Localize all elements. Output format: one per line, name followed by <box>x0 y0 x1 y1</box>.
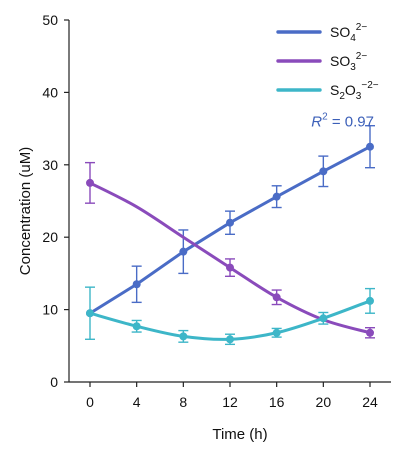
data-point <box>179 332 188 341</box>
x-tick-label: 20 <box>316 394 332 410</box>
series-line <box>88 181 372 335</box>
legend: SO42− SO32− S2O3−2− <box>276 22 379 102</box>
y-axis-title: Concentration (uM) <box>17 147 34 275</box>
x-tick-label: 8 <box>179 394 187 410</box>
data-point <box>132 322 141 331</box>
x-tick-label: 16 <box>269 394 285 410</box>
data-point <box>272 328 281 337</box>
series-1 <box>86 125 375 318</box>
series-layer <box>85 125 375 346</box>
legend-item-3: S2O3−2− <box>276 80 379 102</box>
y-tick-label: 30 <box>42 157 58 173</box>
x-tick-label: 4 <box>133 394 141 410</box>
legend-label: SO32− <box>330 51 367 73</box>
data-point <box>226 218 234 227</box>
y-tick-label: 0 <box>50 374 58 390</box>
data-point <box>179 247 188 256</box>
series-3 <box>85 286 375 346</box>
x-tick-label: 12 <box>222 394 238 410</box>
data-point <box>272 192 281 201</box>
data-point <box>366 142 374 151</box>
data-point <box>226 263 234 272</box>
data-point <box>319 314 328 323</box>
data-point <box>86 178 94 187</box>
legend-label: SO42− <box>330 22 367 44</box>
r-squared-annotation: R2 = 0.97 <box>311 112 374 131</box>
data-point <box>86 309 94 318</box>
x-axis-title: Time (h) <box>212 426 267 443</box>
y-tick-label: 40 <box>42 84 58 100</box>
data-point <box>132 280 141 289</box>
data-point <box>366 328 374 337</box>
data-point <box>319 167 328 176</box>
y-tick-label: 10 <box>42 302 58 318</box>
legend-label: S2O3−2− <box>330 80 379 102</box>
data-point <box>226 335 234 344</box>
data-point <box>366 296 374 305</box>
x-tick-label: 0 <box>86 394 94 410</box>
data-point <box>272 293 281 302</box>
y-tick-label: 20 <box>42 229 58 245</box>
legend-item-1: SO42− <box>276 22 367 44</box>
y-tick-label: 50 <box>42 12 58 28</box>
legend-item-2: SO32− <box>276 51 367 73</box>
series-2 <box>85 161 375 339</box>
x-tick-label: 24 <box>362 394 378 410</box>
axes: 0 4 8 12 16 20 24 0 10 20 30 40 50 Time (h) Concentrat… <box>17 12 391 443</box>
annotation-layer: R2 = 0.97 <box>311 112 374 131</box>
